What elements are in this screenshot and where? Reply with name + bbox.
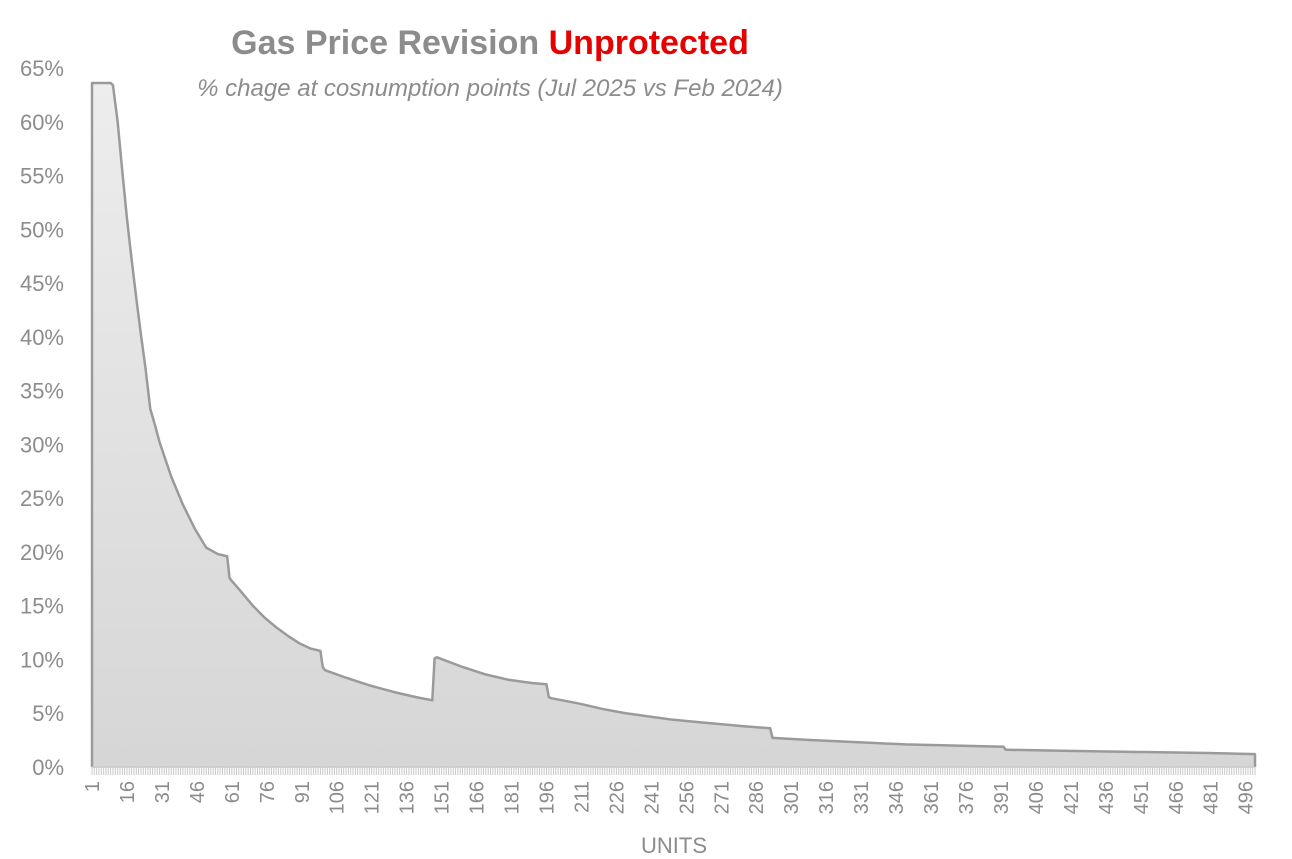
x-tick-label: 481 <box>1201 781 1223 814</box>
x-axis-label: UNITS <box>641 833 707 858</box>
x-tick-label: 46 <box>187 781 209 803</box>
x-tick-label: 121 <box>362 781 384 814</box>
y-axis: 0% 5% 10% 15% 20% 25% 30% 35% 40% 45% 50% 55% 60% 65% <box>20 56 64 780</box>
x-tick-label: 436 <box>1096 781 1118 814</box>
x-tick-label: 241 <box>641 781 663 814</box>
x-tick-label: 226 <box>606 781 628 814</box>
x-tick-label: 61 <box>222 781 244 803</box>
y-tick-label: 55% <box>20 164 64 189</box>
x-tick-label: 166 <box>467 781 489 814</box>
y-tick-label: 10% <box>20 647 64 672</box>
x-tick-label: 1 <box>82 781 104 792</box>
y-tick-label: 20% <box>20 540 64 565</box>
x-tick-label: 151 <box>432 781 454 814</box>
x-tick-label: 31 <box>152 781 174 803</box>
x-tick-label: 391 <box>991 781 1013 814</box>
x-tick-label: 361 <box>921 781 943 814</box>
y-tick-label: 45% <box>20 271 64 296</box>
x-tick-label: 421 <box>1061 781 1083 814</box>
area-series-line <box>90 81 1257 767</box>
y-tick-label: 15% <box>20 594 64 619</box>
x-tick-label: 91 <box>292 781 314 803</box>
x-tick-label: 106 <box>327 781 349 814</box>
y-tick-label: 65% <box>20 56 64 81</box>
x-tick-label: 286 <box>746 781 768 814</box>
chart-title-part-0: Gas Price Revision <box>231 24 549 62</box>
y-tick-label: 40% <box>20 325 64 350</box>
x-tick-label: 331 <box>851 781 873 814</box>
x-tick-label: 271 <box>711 781 733 814</box>
chart-title: Gas Price Revision Unprotected <box>231 24 749 62</box>
y-tick-label: 25% <box>20 486 64 511</box>
y-tick-label: 30% <box>20 432 64 457</box>
x-tick-label: 496 <box>1236 781 1258 814</box>
x-tick-label: 136 <box>397 781 419 814</box>
y-tick-label: 5% <box>32 701 64 726</box>
x-tick-label: 301 <box>781 781 803 814</box>
x-tick-label: 211 <box>571 781 593 813</box>
x-tick-label: 406 <box>1026 781 1048 814</box>
x-tick-label: 316 <box>816 781 838 814</box>
y-tick-label: 0% <box>32 755 64 780</box>
chart-title-part-1: Unprotected <box>549 24 749 62</box>
y-tick-label: 50% <box>20 217 64 242</box>
x-tick-label: 16 <box>117 781 139 803</box>
x-tick-label: 346 <box>886 781 908 814</box>
area-series-fill <box>92 83 1255 767</box>
chart-subtitle: % chage at cosnumption points (Jul 2025 … <box>197 75 783 102</box>
x-tick-label: 376 <box>956 781 978 814</box>
x-tick-label: 256 <box>676 781 698 814</box>
y-tick-label: 35% <box>20 379 64 404</box>
x-tick-label: 76 <box>257 781 279 803</box>
x-tick-label: 451 <box>1131 781 1153 814</box>
y-tick-label: 60% <box>20 110 64 135</box>
x-tick-label: 196 <box>536 781 558 814</box>
x-axis: 1 16 31 46 61 76 91 106 121 136 151 166 181 196 211 226… <box>82 766 1258 814</box>
x-tick-label: 181 <box>502 781 524 814</box>
x-tick-label: 466 <box>1166 781 1188 814</box>
